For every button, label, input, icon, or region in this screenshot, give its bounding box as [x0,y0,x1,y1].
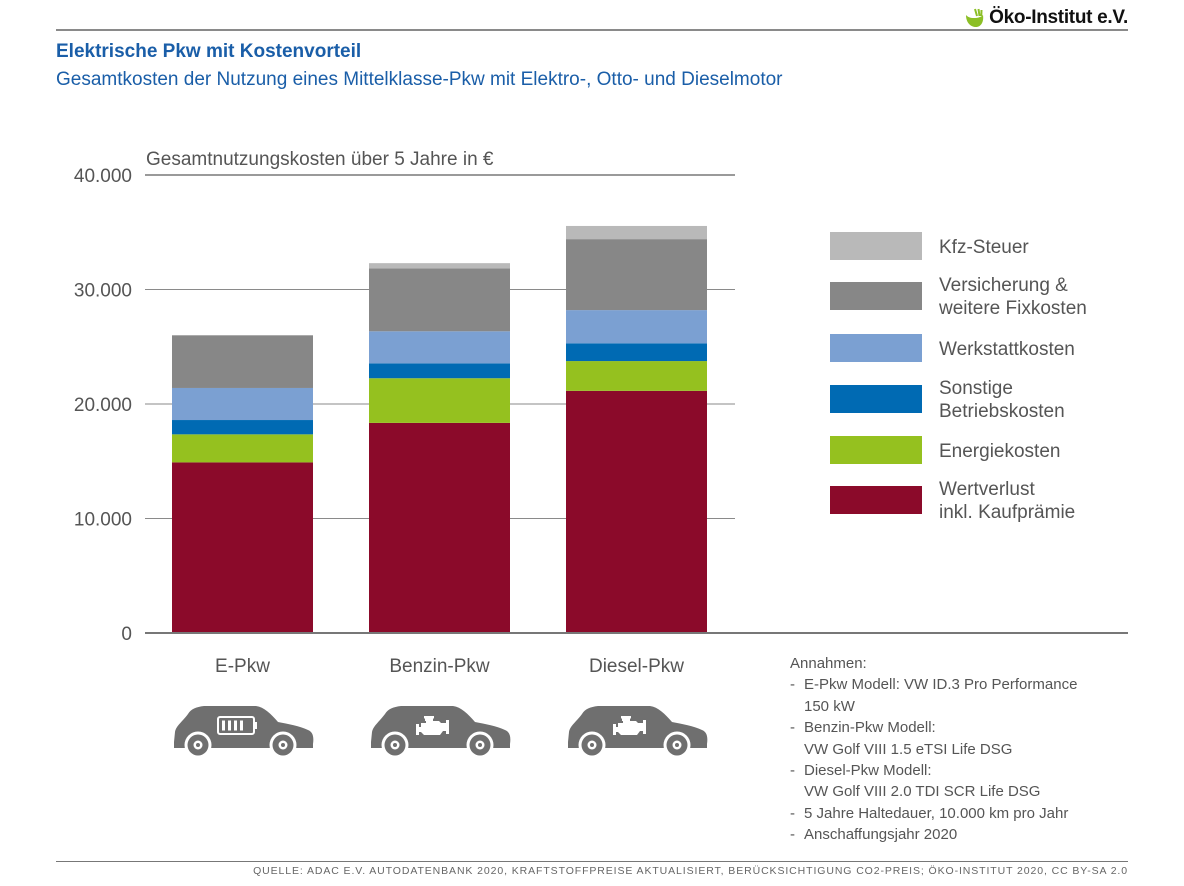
bar-segment [369,378,510,423]
legend-label: Kfz-Steuer [939,237,1029,258]
bar-segment [172,420,313,435]
bar-segment [369,331,510,364]
x-axis-labels: E-Pkw Benzin-Pkw Diesel-Pkw [215,656,684,677]
legend-swatch [830,232,922,260]
legend-swatch [830,486,922,514]
footer-divider [56,861,1128,862]
stacked-bar-chart: 0 10.000 20.000 30.000 40.000 Gesamtnutzungs… [73,149,1128,759]
bar-segment [172,335,313,388]
bar-stack-e-pkw [172,335,313,633]
bar-segment [369,263,510,269]
legend-swatch [830,385,922,413]
bar-segment [566,239,707,311]
legend: Kfz-Steuer Versicherung &weitere Fixkoste… [830,232,1087,523]
assumption-line: VW Golf VIII 1.5 eTSI Life DSG [804,740,1013,758]
bar-stack-diesel-pkw [566,225,707,633]
bar-segment [369,268,510,332]
car-battery-icon [174,706,314,759]
chart-title: Gesamtnutzungskosten über 5 Jahre in € [146,149,494,170]
x-tick-label: E-Pkw [215,656,270,677]
legend-swatch [830,436,922,464]
legend-label: Energiekosten [939,441,1060,462]
car-engine-icon [568,706,708,759]
y-tick-label: 10.000 [74,510,132,531]
bar-segment [566,361,707,391]
bar-segment [566,390,707,633]
legend-label: Versicherung & [939,275,1068,296]
bars [172,225,707,633]
bar-segment [566,343,707,362]
legend-item: Werkstattkosten [830,334,1075,362]
bar-segment [566,310,707,344]
assumption-line: 150 kW [804,697,855,715]
legend-swatch [830,334,922,362]
x-tick-label: Benzin-Pkw [389,656,490,677]
legend-label: Werkstattkosten [939,339,1075,360]
assumption-line: - Diesel-Pkw Modell: [790,762,932,780]
legend-label: inkl. Kaufprämie [939,502,1075,523]
car-engine-icon [371,706,511,759]
legend-label: Betriebskosten [939,401,1065,422]
legend-item: Kfz-Steuer [830,232,1029,260]
assumption-line: - Benzin-Pkw Modell: [790,719,936,737]
bar-segment [369,422,510,633]
logo-text: Öko-Institut e.V. [989,7,1128,28]
bar-segment [172,387,313,421]
leaf-logo-icon [966,8,984,27]
legend-label: weitere Fixkosten [938,298,1087,319]
bar-stack-benzin-pkw [369,263,510,633]
legend-item: Versicherung &weitere Fixkosten [830,275,1087,319]
y-tick-label: 30.000 [74,281,132,302]
x-tick-label: Diesel-Pkw [589,656,684,677]
page-subtitle: Gesamtkosten der Nutzung eines Mittelkla… [56,69,783,90]
bar-segment [172,462,313,633]
assumption-line: -5 Jahre Haltedauer, 10.000 km pro Jahr [790,804,1069,822]
bar-segment [566,225,707,240]
page-title: Elektrische Pkw mit Kostenvorteil [56,41,362,62]
y-tick-label: 40.000 [74,166,132,187]
bar-segment [369,363,510,379]
bar-segment [172,434,313,463]
legend-label: Sonstige [939,378,1013,399]
legend-item: Energiekosten [830,436,1060,464]
header-divider [56,29,1128,31]
y-tick-label: 0 [121,624,132,645]
assumption-line: - E-Pkw Modell: VW ID.3 Pro Performance [790,676,1078,694]
legend-swatch [830,282,922,310]
category-icons [174,706,708,759]
assumptions-box: Annahmen: - E-Pkw Modell: VW ID.3 Pro Per… [790,653,1077,846]
y-axis-ticks: 0 10.000 20.000 30.000 40.000 [74,166,132,645]
assumptions-heading: Annahmen: [790,655,867,672]
assumption-line: VW Golf VIII 2.0 TDI SCR Life DSG [804,783,1041,801]
assumptions-list: - E-Pkw Modell: VW ID.3 Pro Performance 15… [790,674,1077,845]
source-note: QUELLE: ADAC E.V. AUTODATENBANK 2020, KR… [253,865,1128,877]
y-tick-label: 20.000 [74,395,132,416]
legend-label: Wertverlust [939,479,1035,500]
assumption-line: - Anschaffungsjahr 2020 [790,826,958,844]
logo: Öko-Institut e.V. [963,6,1128,30]
